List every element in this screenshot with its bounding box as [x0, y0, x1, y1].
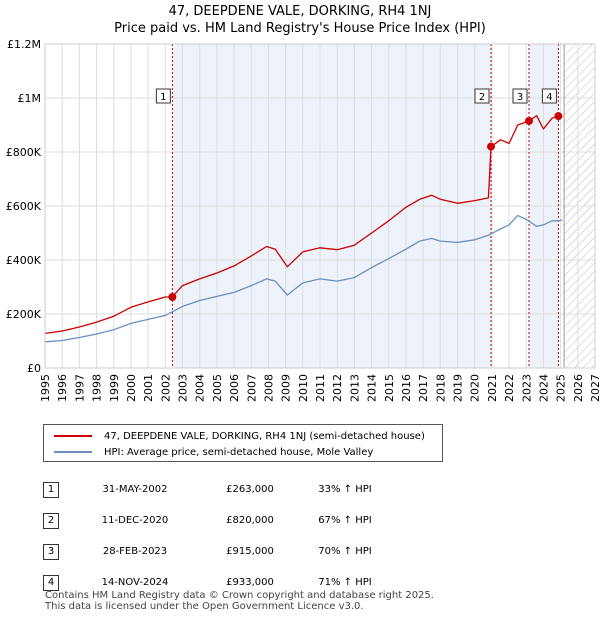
footer-license: This data is licensed under the Open Gov…	[45, 601, 364, 612]
chart-title: 47, DEEPDENE VALE, DORKING, RH4 1NJ	[168, 4, 432, 19]
table-row: 4 14-NOV-2024 £933,000 71% ↑ HPI	[43, 567, 385, 598]
x-tick-label: 2018	[434, 374, 447, 402]
x-tick-label: 2021	[486, 374, 499, 402]
x-tick-label: 2027	[589, 374, 600, 402]
x-tick-label: 1995	[39, 374, 52, 402]
transaction-price: £263,000	[226, 484, 274, 495]
y-tick-label: £1.2M	[7, 38, 41, 51]
x-tick-label: 2001	[142, 374, 155, 402]
x-tick-label: 2003	[177, 374, 190, 402]
transaction-number: 3	[43, 543, 59, 560]
sale-point	[554, 112, 563, 121]
x-tick-label: 2017	[417, 374, 430, 402]
sale-point	[525, 116, 533, 125]
plot-border	[44, 43, 596, 369]
x-tick-label: 2013	[348, 374, 361, 402]
transaction-date: 14-NOV-2024	[101, 577, 169, 588]
transaction-hpi: 67% ↑ HPI	[318, 515, 372, 526]
x-tick-label: 1997	[73, 374, 86, 402]
x-tick-label: 2002	[159, 374, 172, 402]
transaction-price: £820,000	[226, 515, 274, 526]
x-tick-label: 2010	[297, 374, 310, 402]
y-tick-label: £1M	[18, 92, 42, 105]
x-tick-label: 2022	[503, 374, 516, 402]
sale-point	[487, 142, 496, 151]
x-tick-label: 2016	[400, 374, 413, 402]
footer: Contains HM Land Registry data © Crown c…	[45, 590, 434, 612]
chart-subtitle: Price paid vs. HM Land Registry's House …	[114, 21, 486, 36]
sale-label: 4	[546, 92, 552, 103]
transaction-date: 31-MAY-2002	[102, 484, 168, 495]
transaction-price: £933,000	[226, 577, 274, 588]
x-tick-label: 2026	[572, 374, 585, 402]
x-tick-label: 1999	[108, 374, 121, 402]
transaction-number: 2	[43, 512, 59, 529]
x-tick-label: 2004	[194, 374, 207, 402]
x-tick-label: 2014	[366, 374, 379, 402]
legend-swatch-property	[54, 435, 92, 437]
x-tick-label: 1998	[91, 374, 104, 402]
x-tick-label: 2006	[228, 374, 241, 402]
x-tick-label: 2025	[555, 374, 568, 402]
hpi-line	[44, 214, 563, 343]
x-tick-label: 2005	[211, 374, 224, 402]
legend-item-property: 47, DEEPDENE VALE, DORKING, RH4 1NJ (sem…	[54, 429, 425, 443]
transaction-hpi: 70% ↑ HPI	[318, 546, 372, 557]
sale-label: 1	[160, 92, 166, 103]
x-tick-label: 2024	[537, 374, 550, 402]
x-tick-label: 2008	[262, 374, 275, 402]
x-tick-label: 2007	[245, 374, 258, 402]
sale-label-box	[541, 88, 557, 104]
x-tick-label: 2009	[280, 374, 293, 402]
x-tick-label: 2011	[314, 374, 327, 402]
footer-copyright: Contains HM Land Registry data © Crown c…	[45, 590, 434, 601]
x-tick-label: 2023	[520, 374, 533, 402]
transaction-price: £915,000	[226, 546, 274, 557]
transactions-table: 1 31-MAY-2002 £263,000 33% ↑ HPI 2 11-DE…	[43, 474, 385, 598]
y-tick-label: £200K	[6, 308, 42, 321]
legend-item-hpi: HPI: Average price, semi-detached house,…	[54, 445, 373, 459]
x-tick-label: 2012	[331, 374, 344, 402]
price-chart: 1 2 3 4 £0 £200K £400K £600K £800K £1M £1.2M 1995 19…	[6, 38, 600, 402]
sale-label: 3	[517, 92, 523, 103]
legend: 47, DEEPDENE VALE, DORKING, RH4 1NJ (sem…	[43, 424, 443, 462]
transaction-hpi: 71% ↑ HPI	[318, 577, 372, 588]
transaction-hpi: 33% ↑ HPI	[318, 484, 372, 495]
x-tick-label: 2019	[452, 374, 465, 402]
sale-point	[168, 292, 177, 301]
y-tick-label: £0	[27, 362, 41, 375]
table-row: 2 11-DEC-2020 £820,000 67% ↑ HPI	[43, 505, 385, 536]
y-tick-label: £400K	[6, 254, 42, 267]
x-tick-label: 2000	[125, 374, 138, 402]
sale-label-box	[512, 88, 528, 104]
x-tick-label: 2020	[469, 374, 482, 402]
transaction-number: 4	[43, 574, 59, 591]
table-row: 1 31-MAY-2002 £263,000 33% ↑ HPI	[43, 474, 385, 505]
x-tick-label: 2015	[383, 374, 396, 402]
legend-swatch-hpi	[54, 451, 92, 453]
sale-label: 2	[479, 92, 485, 103]
y-tick-label: £600K	[6, 200, 42, 213]
transaction-date: 28-FEB-2023	[102, 546, 168, 557]
transaction-date: 11-DEC-2020	[101, 515, 169, 526]
legend-label-hpi: HPI: Average price, semi-detached house,…	[104, 446, 374, 458]
legend-label-property: 47, DEEPDENE VALE, DORKING, RH4 1NJ (sem…	[104, 430, 425, 442]
y-tick-label: £800K	[6, 146, 42, 159]
property-price-line	[44, 114, 563, 335]
sale-label-box	[474, 88, 490, 104]
sale-label-box	[155, 88, 171, 104]
table-row: 3 28-FEB-2023 £915,000 70% ↑ HPI	[43, 536, 385, 567]
x-tick-label: 1996	[56, 374, 69, 402]
transaction-number: 1	[43, 481, 59, 498]
